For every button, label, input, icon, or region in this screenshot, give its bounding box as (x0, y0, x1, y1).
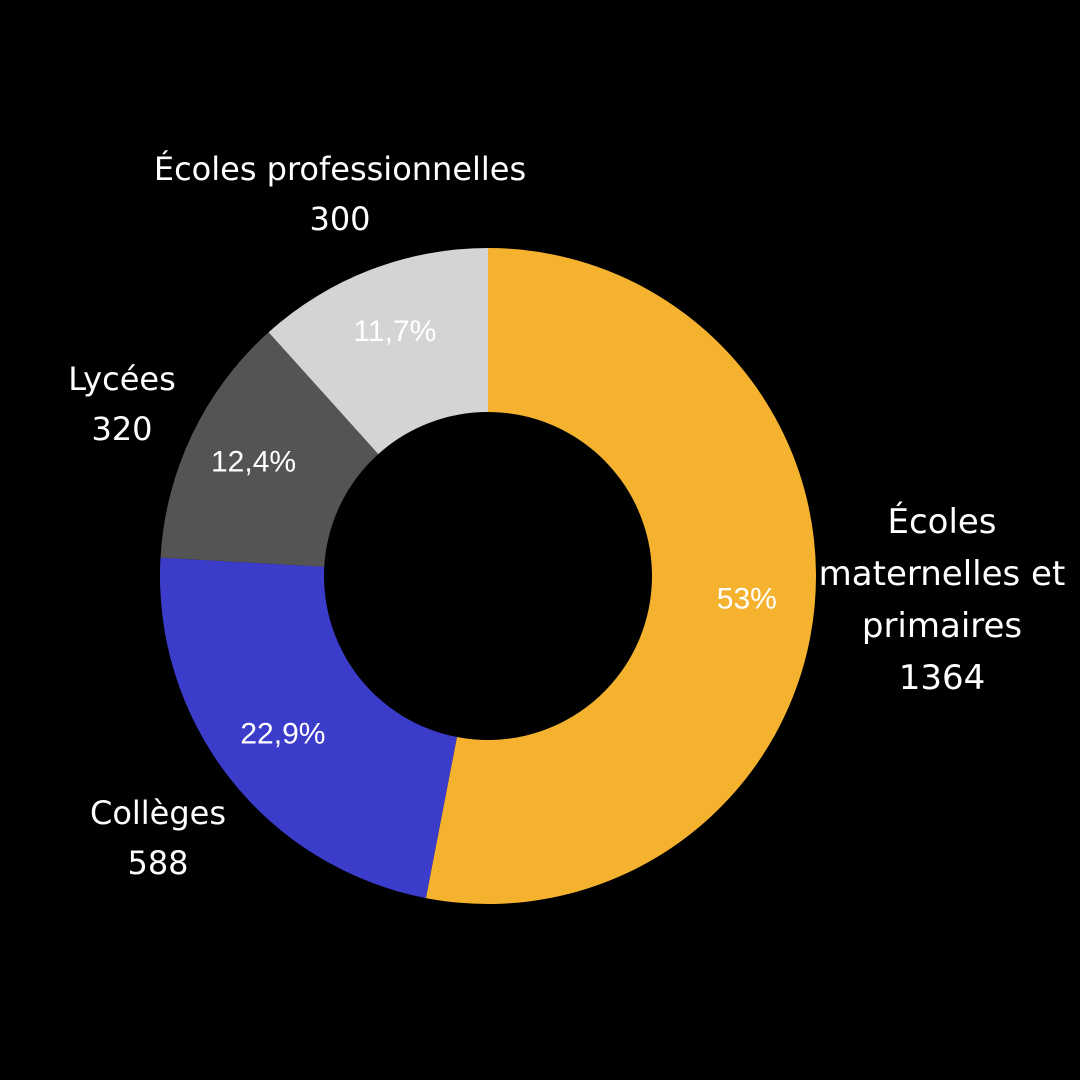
percent-label-ecoles-maternelles-primaires: 53% (717, 583, 777, 616)
label-lycees: Lycées 320 (20, 354, 224, 454)
category-name: Lycées (68, 360, 176, 398)
category-name: Écoles professionnelles (153, 150, 527, 188)
percent-label-ecoles-professionnelles: 11,7% (353, 315, 436, 348)
category-name: Collèges (89, 794, 227, 832)
slice-ecoles-maternelles-primaires (425, 248, 817, 905)
label-ecoles-professionnelles: Écoles professionnelles 300 (120, 144, 560, 244)
category-value: 1364 (898, 658, 986, 698)
slice-colleges (160, 557, 457, 899)
category-value: 320 (91, 410, 153, 448)
label-colleges: Collèges 588 (40, 788, 276, 888)
category-value: 588 (127, 844, 189, 882)
slice-ecoles-professionnelles (268, 248, 488, 455)
slice-lycees (160, 332, 379, 567)
percent-label-colleges: 22,9% (240, 718, 325, 751)
percent-label-lycees: 12,4% (211, 446, 296, 479)
category-value: 300 (309, 200, 371, 238)
label-ecoles-maternelles-primaires: Écoles maternelles et primaires 1364 (812, 496, 1072, 704)
category-name: Écoles maternelles et primaires (818, 502, 1066, 646)
